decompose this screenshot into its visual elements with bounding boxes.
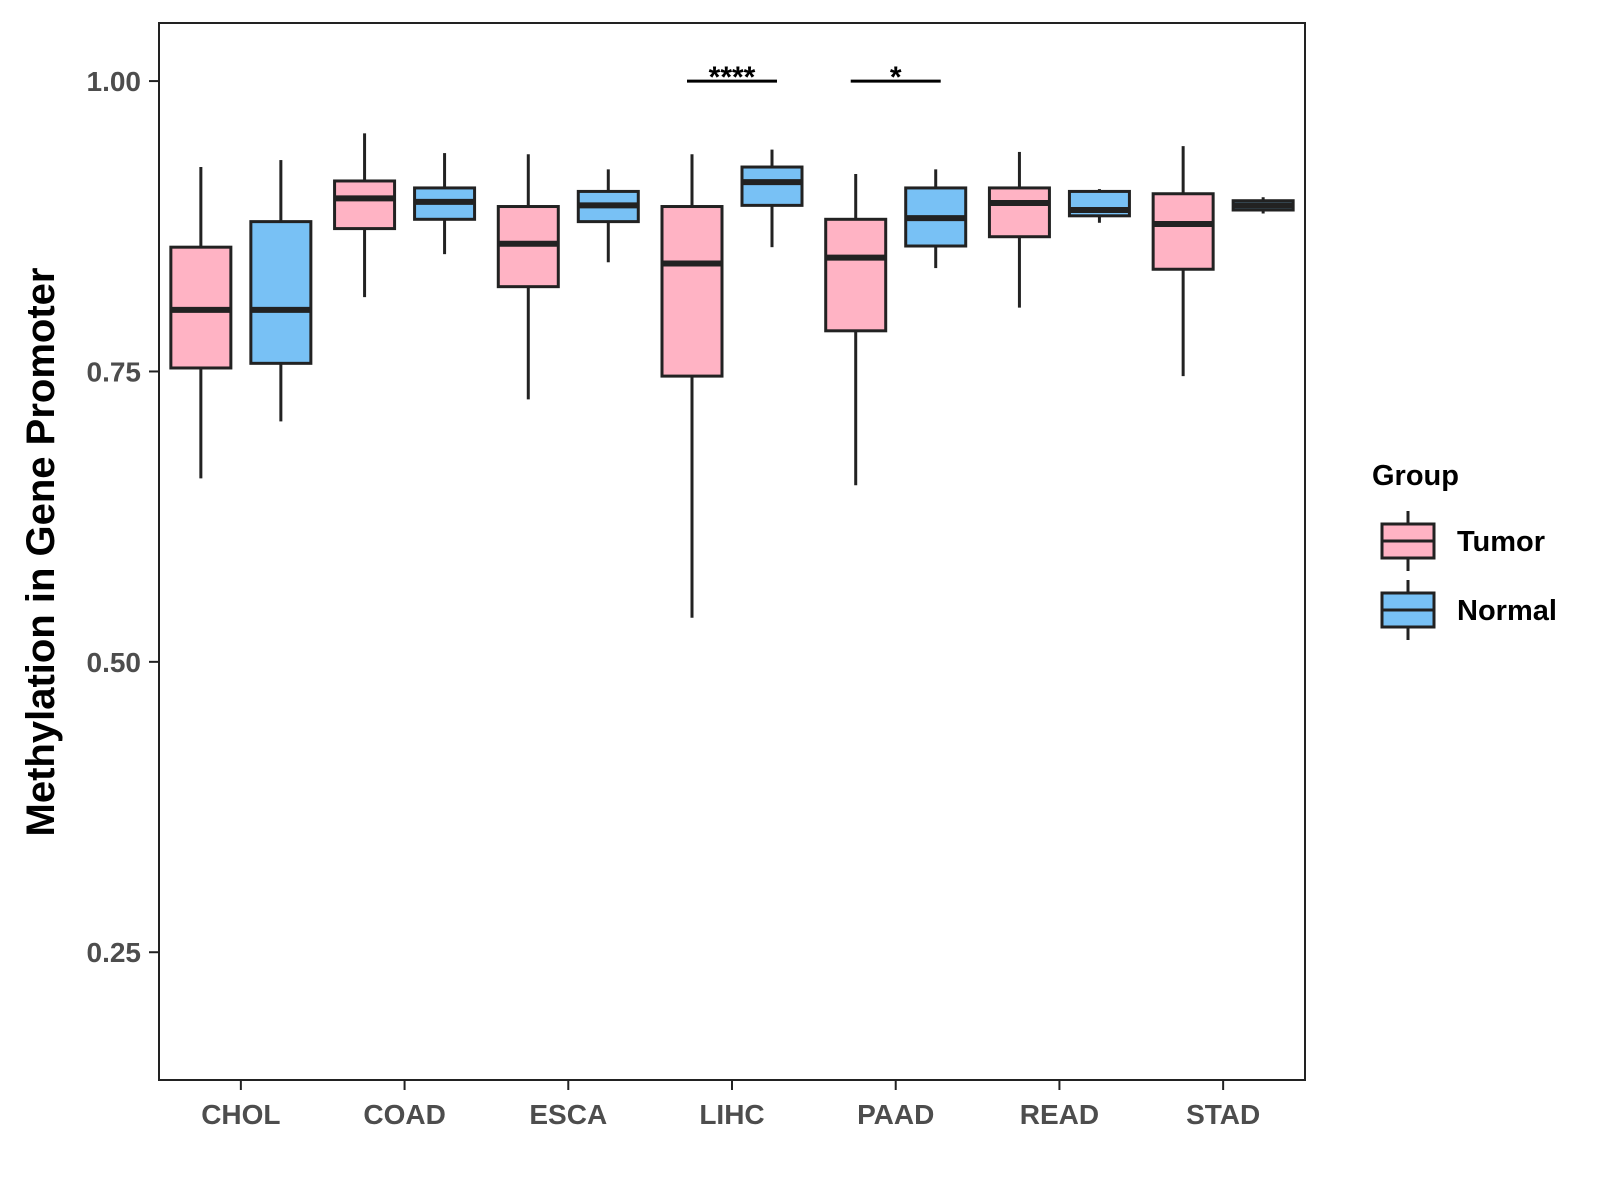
y-axis: 0.25 0.50 0.75 1.00 (87, 66, 159, 968)
box-iqr (987, 186, 1051, 239)
significance-label: * (890, 61, 902, 94)
x-tick-label: LIHC (699, 1099, 764, 1130)
box-normal-read (1067, 189, 1131, 223)
box-tumor-read (987, 151, 1051, 308)
legend-item-normal: Normal (1380, 580, 1557, 640)
box-iqr (249, 220, 313, 365)
legend: Group Tumor Normal (1372, 460, 1557, 640)
y-tick-label: 0.75 (87, 356, 142, 387)
box-tumor-chol (169, 167, 233, 479)
box-iqr (824, 217, 888, 333)
box-tumor-coad (333, 133, 397, 298)
box-series (169, 133, 1295, 618)
x-tick-label: READ (1020, 1099, 1099, 1130)
x-tick-label: STAD (1186, 1099, 1260, 1130)
legend-label: Normal (1457, 595, 1557, 627)
x-tick-label: PAAD (857, 1099, 934, 1130)
box-normal-stad (1231, 197, 1295, 214)
box-iqr (333, 179, 397, 231)
box-normal-coad (413, 153, 477, 255)
y-tick-label: 1.00 (87, 66, 142, 97)
box-tumor-stad (1151, 146, 1215, 377)
significance-annotations: **** * (687, 61, 941, 94)
box-tumor-esca (496, 154, 560, 400)
box-iqr (1151, 192, 1215, 271)
y-tick-label: 0.50 (87, 647, 142, 678)
plot-panel (158, 22, 1306, 1081)
legend-label: Tumor (1457, 526, 1545, 558)
box-normal-lihc (740, 149, 804, 248)
box-normal-esca (576, 169, 640, 263)
significance-label: **** (709, 61, 756, 94)
y-axis-title: Methylation in Gene Promoter (19, 268, 63, 837)
box-iqr (660, 205, 724, 378)
x-axis: CHOL COAD ESCA LIHC PAAD READ STAD (201, 1080, 1260, 1130)
x-tick-label: CHOL (201, 1099, 280, 1130)
box-iqr (740, 165, 804, 207)
box-normal-chol (249, 160, 313, 422)
x-tick-label: COAD (363, 1099, 445, 1130)
legend-title: Group (1372, 460, 1459, 492)
box-normal-paad (904, 169, 968, 269)
x-tick-label: ESCA (529, 1099, 607, 1130)
y-tick-label: 0.25 (87, 937, 142, 968)
box-tumor-lihc (660, 154, 724, 618)
box-tumor-paad (824, 174, 888, 486)
legend-item-tumor: Tumor (1380, 511, 1545, 571)
